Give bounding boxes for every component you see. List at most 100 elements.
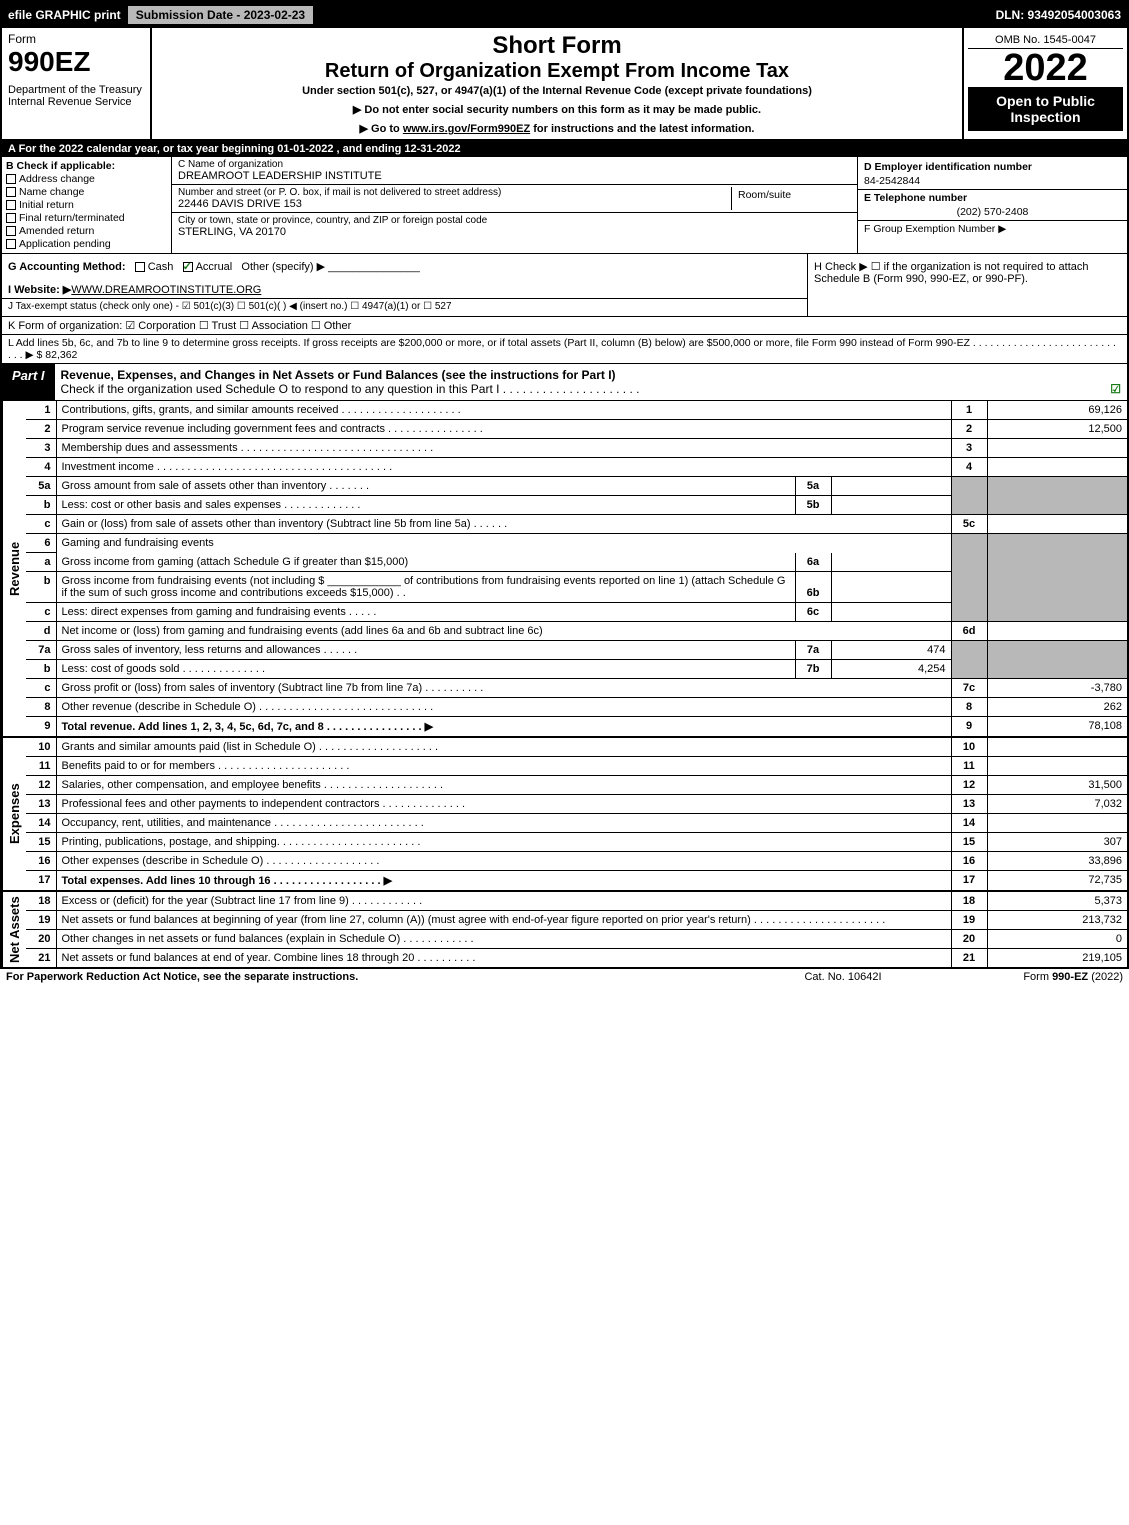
line-19: 19 Net assets or fund balances at beginn…	[26, 911, 1127, 930]
form-container: efile GRAPHIC print Submission Date - 20…	[0, 0, 1129, 969]
dept-label: Department of the Treasury	[8, 84, 144, 96]
line-1: 1 Contributions, gifts, grants, and simi…	[26, 401, 1127, 420]
part-i-header: Part I Revenue, Expenses, and Changes in…	[2, 364, 1127, 401]
line-10: 10 Grants and similar amounts paid (list…	[26, 738, 1127, 757]
header-right: OMB No. 1545-0047 2022 Open to Public In…	[962, 28, 1127, 139]
tax-year: 2022	[968, 49, 1123, 87]
part-title: Revenue, Expenses, and Changes in Net As…	[55, 364, 1127, 400]
form-word: Form	[8, 32, 144, 46]
row-a: A For the 2022 calendar year, or tax yea…	[2, 141, 1127, 157]
line-2: 2 Program service revenue including gove…	[26, 420, 1127, 439]
line-13: 13 Professional fees and other payments …	[26, 795, 1127, 814]
schedule-o-check: ☑	[1110, 382, 1121, 396]
line-4: 4 Investment income . . . . . . . . . . …	[26, 458, 1127, 477]
row-l: L Add lines 5b, 6c, and 7b to line 9 to …	[2, 335, 1127, 364]
ein-value: 84-2542844	[864, 175, 1121, 187]
line-8: 8 Other revenue (describe in Schedule O)…	[26, 698, 1127, 717]
line-5c: c Gain or (loss) from sale of assets oth…	[26, 515, 1127, 534]
room-suite-label: Room/suite	[731, 187, 851, 210]
footer-right: Form 990-EZ (2022)	[943, 971, 1123, 983]
city-label: City or town, state or province, country…	[178, 215, 851, 226]
city-state-zip: STERLING, VA 20170	[178, 226, 851, 238]
efile-label: efile GRAPHIC print	[8, 8, 121, 22]
line-20: 20 Other changes in net assets or fund b…	[26, 930, 1127, 949]
website-link[interactable]: WWW.DREAMROOTINSTITUTE.ORG	[71, 284, 261, 296]
line-7b: b Less: cost of goods sold . . . . . . .…	[26, 660, 1127, 679]
line-7c: c Gross profit or (loss) from sales of i…	[26, 679, 1127, 698]
expenses-section: Expenses 10 Grants and similar amounts p…	[2, 738, 1127, 892]
form-number: 990EZ	[8, 46, 144, 78]
line-12: 12 Salaries, other compensation, and emp…	[26, 776, 1127, 795]
header-left: Form 990EZ Department of the Treasury In…	[2, 28, 152, 139]
open-inspection: Open to Public Inspection	[968, 87, 1123, 131]
instruction-goto: ▶ Go to www.irs.gov/Form990EZ for instru…	[160, 122, 954, 135]
website-row: I Website: ▶WWW.DREAMROOTINSTITUTE.ORG	[8, 283, 801, 296]
line-6d: d Net income or (loss) from gaming and f…	[26, 622, 1127, 641]
checkbox-pending[interactable]: Application pending	[6, 238, 167, 250]
line-18: 18 Excess or (deficit) for the year (Sub…	[26, 892, 1127, 911]
footer-center: Cat. No. 10642I	[743, 971, 943, 983]
instruction-ssn: ▶ Do not enter social security numbers o…	[160, 103, 954, 116]
line-5a: 5a Gross amount from sale of assets othe…	[26, 477, 1127, 496]
line-6b: b Gross income from fundraising events (…	[26, 572, 1127, 603]
line-3: 3 Membership dues and assessments . . . …	[26, 439, 1127, 458]
line-17: 17 Total expenses. Add lines 10 through …	[26, 871, 1127, 891]
line-11: 11 Benefits paid to or for members . . .…	[26, 757, 1127, 776]
line-7a: 7a Gross sales of inventory, less return…	[26, 641, 1127, 660]
line-21: 21 Net assets or fund balances at end of…	[26, 949, 1127, 968]
col-d: D Employer identification number 84-2542…	[857, 157, 1127, 253]
netassets-label: Net Assets	[2, 892, 26, 967]
form-header: Form 990EZ Department of the Treasury In…	[2, 28, 1127, 141]
accounting-method: G Accounting Method: Cash Accrual Other …	[8, 260, 801, 273]
ein-label: D Employer identification number	[864, 161, 1032, 173]
line-6a: a Gross income from gaming (attach Sched…	[26, 553, 1127, 572]
row-gh: G Accounting Method: Cash Accrual Other …	[2, 254, 1127, 317]
row-k: K Form of organization: ☑ Corporation ☐ …	[2, 317, 1127, 335]
dln-label: DLN: 93492054003063	[996, 8, 1121, 22]
checkbox-address-change[interactable]: Address change	[6, 173, 167, 185]
checkbox-name-change[interactable]: Name change	[6, 186, 167, 198]
line-6c: c Less: direct expenses from gaming and …	[26, 603, 1127, 622]
netassets-table: 18 Excess or (deficit) for the year (Sub…	[26, 892, 1127, 967]
line-6: 6 Gaming and fundraising events	[26, 534, 1127, 553]
footer-left: For Paperwork Reduction Act Notice, see …	[6, 971, 743, 983]
line-14: 14 Occupancy, rent, utilities, and maint…	[26, 814, 1127, 833]
col-b-title: B Check if applicable:	[6, 160, 115, 172]
org-name-label: C Name of organization	[178, 159, 851, 170]
tel-value: (202) 570-2408	[864, 206, 1121, 218]
revenue-section: Revenue 1 Contributions, gifts, grants, …	[2, 401, 1127, 738]
col-c: C Name of organization DREAMROOT LEADERS…	[172, 157, 857, 253]
line-16: 16 Other expenses (describe in Schedule …	[26, 852, 1127, 871]
footer: For Paperwork Reduction Act Notice, see …	[0, 969, 1129, 985]
addr-label: Number and street (or P. O. box, if mail…	[178, 187, 727, 198]
title-return: Return of Organization Exempt From Incom…	[160, 60, 954, 83]
irs-link[interactable]: www.irs.gov/Form990EZ	[403, 123, 530, 135]
tel-label: E Telephone number	[864, 192, 967, 204]
street-address: 22446 DAVIS DRIVE 153	[178, 198, 727, 210]
group-exemption-label: F Group Exemption Number ▶	[864, 223, 1121, 235]
line-15: 15 Printing, publications, postage, and …	[26, 833, 1127, 852]
checkbox-final-return[interactable]: Final return/terminated	[6, 212, 167, 224]
col-b: B Check if applicable: Address change Na…	[2, 157, 172, 253]
line-9: 9 Total revenue. Add lines 1, 2, 3, 4, 5…	[26, 717, 1127, 737]
expenses-label: Expenses	[2, 738, 26, 890]
submission-date: Submission Date - 2023-02-23	[127, 5, 314, 25]
row-h: H Check ▶ ☐ if the organization is not r…	[807, 254, 1127, 316]
expenses-table: 10 Grants and similar amounts paid (list…	[26, 738, 1127, 890]
org-name: DREAMROOT LEADERSHIP INSTITUTE	[178, 170, 851, 182]
top-bar: efile GRAPHIC print Submission Date - 20…	[2, 2, 1127, 28]
part-label: Part I	[2, 364, 55, 400]
gross-receipts: 82,362	[45, 349, 77, 361]
revenue-label: Revenue	[2, 401, 26, 736]
header-center: Short Form Return of Organization Exempt…	[152, 28, 962, 139]
title-short-form: Short Form	[160, 32, 954, 60]
revenue-table: 1 Contributions, gifts, grants, and simi…	[26, 401, 1127, 736]
netassets-section: Net Assets 18 Excess or (deficit) for th…	[2, 892, 1127, 967]
checkbox-amended[interactable]: Amended return	[6, 225, 167, 237]
row-j: J Tax-exempt status (check only one) - ☑…	[2, 298, 807, 314]
subtitle: Under section 501(c), 527, or 4947(a)(1)…	[160, 85, 954, 97]
checkbox-initial-return[interactable]: Initial return	[6, 199, 167, 211]
section-bcd: B Check if applicable: Address change Na…	[2, 157, 1127, 254]
line-5b: b Less: cost or other basis and sales ex…	[26, 496, 1127, 515]
irs-label: Internal Revenue Service	[8, 96, 144, 108]
